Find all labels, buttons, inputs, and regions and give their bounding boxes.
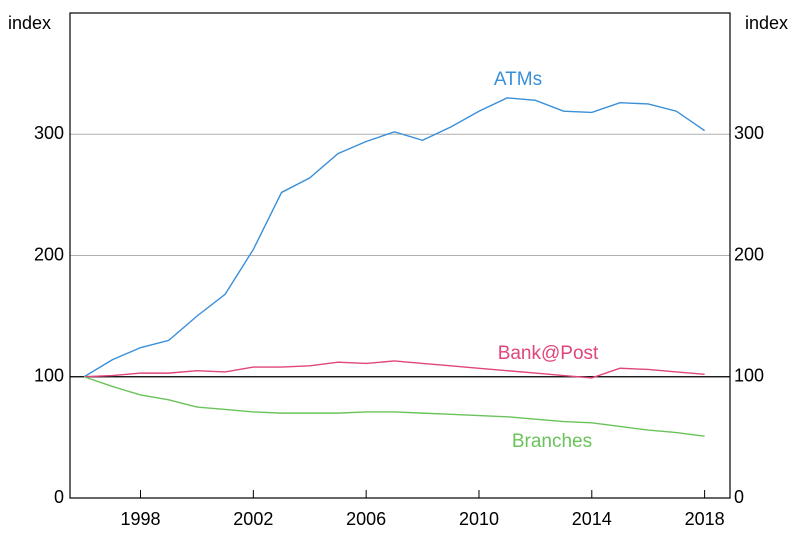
series-label: Bank@Post — [498, 343, 599, 364]
y2-tick-label: 200 — [734, 244, 764, 264]
y2-axis-label: index — [745, 13, 788, 33]
x-tick-label: 1998 — [120, 509, 160, 529]
plot-frame — [69, 12, 731, 499]
x-tick-label: 2018 — [685, 509, 725, 529]
series-line — [83, 376, 705, 437]
series-line — [83, 97, 706, 378]
series-label: Branches — [512, 431, 592, 452]
y2-tick-label: 100 — [734, 366, 764, 386]
x-tick-label: 2010 — [459, 509, 499, 529]
y-axis-label: index — [8, 13, 51, 33]
y-tick-label: 200 — [34, 244, 64, 264]
y-tick-label: 300 — [34, 123, 64, 143]
x-tick-label: 2006 — [346, 509, 386, 529]
y2-tick-label: 300 — [734, 123, 764, 143]
y-tick-label: 0 — [54, 487, 64, 507]
series-label: ATMs — [494, 69, 542, 90]
series-line — [84, 360, 705, 379]
y-tick-label: 100 — [34, 366, 64, 386]
x-tick-label: 2014 — [572, 509, 612, 529]
y2-tick-label: 0 — [734, 487, 744, 507]
x-tick-label: 2002 — [233, 509, 273, 529]
